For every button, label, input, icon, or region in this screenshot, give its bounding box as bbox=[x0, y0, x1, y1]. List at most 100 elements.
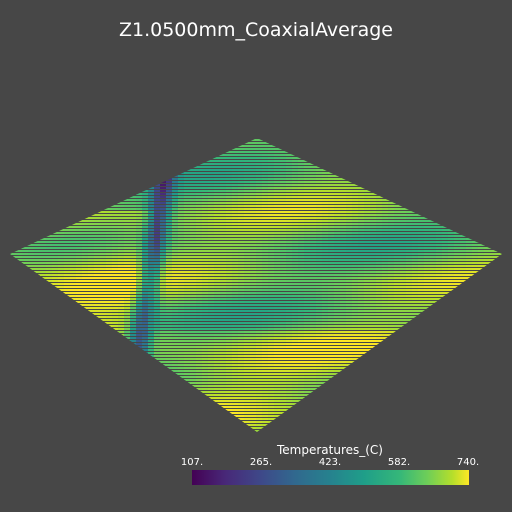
scan-track-segment bbox=[28, 196, 35, 198]
scan-track-segment bbox=[208, 139, 215, 141]
scan-track-segment bbox=[406, 256, 413, 258]
scan-track-segment bbox=[226, 238, 233, 240]
scan-track-segment bbox=[472, 289, 479, 291]
scan-track-segment bbox=[304, 169, 311, 171]
scan-track-segment bbox=[10, 163, 17, 165]
scan-track-segment bbox=[178, 274, 185, 276]
scan-track-segment bbox=[304, 148, 311, 150]
scan-track-segment bbox=[154, 307, 161, 309]
scan-track-segment bbox=[490, 217, 497, 219]
scan-track-segment bbox=[436, 169, 443, 171]
scan-track-segment bbox=[166, 199, 173, 201]
scan-track-segment bbox=[28, 184, 35, 186]
scan-track-segment bbox=[160, 244, 167, 246]
scan-track-segment bbox=[436, 319, 443, 321]
scan-track-segment bbox=[358, 142, 365, 144]
scan-track-segment bbox=[196, 241, 203, 243]
scan-track-segment bbox=[94, 247, 101, 249]
scan-track-segment bbox=[268, 181, 275, 183]
scan-track-segment bbox=[370, 238, 377, 240]
scan-track-segment bbox=[172, 217, 179, 219]
scan-track-segment bbox=[406, 241, 413, 243]
scan-track-segment bbox=[316, 148, 323, 150]
scan-track-segment bbox=[340, 259, 347, 261]
scan-track-segment bbox=[184, 226, 191, 228]
scan-track-segment bbox=[388, 145, 395, 147]
scan-track-segment bbox=[58, 181, 65, 183]
scan-track-segment bbox=[442, 250, 449, 252]
scan-track-segment bbox=[280, 304, 287, 306]
scan-track-segment bbox=[328, 241, 335, 243]
scan-track-segment bbox=[478, 265, 485, 267]
scan-track-segment bbox=[382, 274, 389, 276]
scan-track-segment bbox=[496, 250, 502, 252]
scan-track-segment bbox=[40, 163, 47, 165]
scan-track-segment bbox=[382, 268, 389, 270]
scan-track-segment bbox=[16, 250, 23, 252]
scan-track-segment bbox=[40, 265, 47, 267]
scan-track-segment bbox=[172, 232, 179, 234]
scan-track-segment bbox=[286, 220, 293, 222]
scan-track-segment bbox=[28, 175, 35, 177]
scan-track-segment bbox=[196, 211, 203, 213]
scan-track-segment bbox=[436, 259, 443, 261]
scan-track-segment bbox=[370, 184, 377, 186]
scan-track-segment bbox=[178, 292, 185, 294]
scan-track-segment bbox=[118, 214, 125, 216]
scan-track-segment bbox=[388, 271, 395, 273]
scan-track-segment bbox=[124, 310, 131, 312]
scan-track-segment bbox=[346, 226, 353, 228]
scan-track-segment bbox=[346, 223, 353, 225]
scan-track-segment bbox=[268, 292, 275, 294]
scan-track-segment bbox=[118, 274, 125, 276]
scan-track-segment bbox=[412, 190, 419, 192]
scan-track-segment bbox=[22, 244, 29, 246]
scan-track-segment bbox=[448, 298, 455, 300]
scan-track-segment bbox=[292, 178, 299, 180]
scan-track-segment bbox=[334, 277, 341, 279]
scan-track-segment bbox=[148, 304, 155, 306]
scan-track-segment bbox=[352, 172, 359, 174]
scan-track-segment bbox=[460, 166, 467, 168]
scan-track-segment bbox=[334, 151, 341, 153]
scan-track-segment bbox=[334, 310, 341, 312]
scan-track-segment bbox=[268, 151, 275, 153]
scan-track-segment bbox=[22, 142, 29, 144]
scan-track-segment bbox=[292, 229, 299, 231]
scan-track-segment bbox=[232, 244, 239, 246]
scan-track-segment bbox=[130, 232, 137, 234]
scan-track-segment bbox=[220, 190, 227, 192]
scan-track-segment bbox=[46, 148, 53, 150]
scan-track-segment bbox=[64, 262, 71, 264]
scan-track-segment bbox=[280, 148, 287, 150]
scan-track-segment bbox=[400, 214, 407, 216]
scan-track-segment bbox=[10, 214, 17, 216]
scan-track-segment bbox=[292, 208, 299, 210]
scan-track-segment bbox=[322, 178, 329, 180]
scan-track-segment bbox=[376, 247, 383, 249]
scan-track-segment bbox=[376, 217, 383, 219]
scan-track-segment bbox=[370, 148, 377, 150]
scan-track-segment bbox=[64, 307, 71, 309]
scan-track-segment bbox=[10, 166, 17, 168]
scan-track-segment bbox=[322, 244, 329, 246]
scan-track-segment bbox=[232, 241, 239, 243]
scan-track-segment bbox=[454, 169, 461, 171]
scan-track-segment bbox=[430, 268, 437, 270]
scan-track-segment bbox=[40, 205, 47, 207]
scan-track-segment bbox=[286, 289, 293, 291]
scan-track-segment bbox=[394, 151, 401, 153]
scan-track-segment bbox=[40, 271, 47, 273]
scan-track-segment bbox=[106, 283, 113, 285]
scan-track-segment bbox=[244, 307, 251, 309]
scan-track-segment bbox=[424, 196, 431, 198]
scan-track-segment bbox=[40, 193, 47, 195]
scan-track-segment bbox=[316, 319, 323, 321]
scan-track-segment bbox=[184, 157, 191, 159]
scan-track-segment bbox=[76, 151, 83, 153]
scan-track-segment bbox=[40, 145, 47, 147]
scan-track-segment bbox=[334, 157, 341, 159]
scan-track-segment bbox=[412, 187, 419, 189]
